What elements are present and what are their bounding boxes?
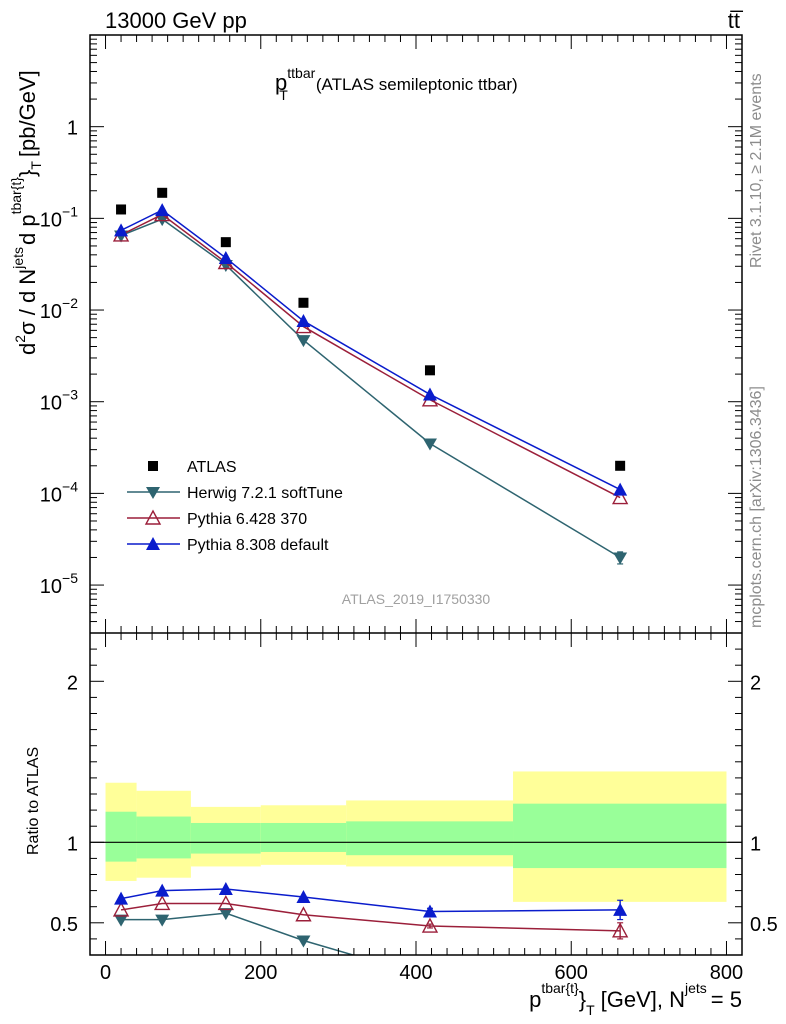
header-energy: 13000 GeV pp <box>105 8 247 33</box>
y-tick-label: 10−3 <box>40 387 78 415</box>
main-series-atlas <box>116 187 626 471</box>
main-point <box>611 489 629 505</box>
main-point <box>422 387 437 401</box>
rivet-version-label: Rivet 3.1.10, ≥ 2.1M events <box>748 73 765 268</box>
main-line <box>120 218 621 559</box>
ratio-point <box>295 906 312 922</box>
ratio-ylabel: Ratio to ATLAS <box>25 747 42 855</box>
ratio-point <box>218 908 233 921</box>
band-green-3 <box>260 822 347 852</box>
main-series-pythia-8-308-default <box>114 203 628 496</box>
ratio-point <box>422 904 437 918</box>
x-tick-label: 800 <box>710 962 743 984</box>
ratio-line <box>120 902 621 932</box>
x-tick-label: 600 <box>555 962 588 984</box>
ratio-point <box>114 891 129 905</box>
legend-label: Pythia 8.308 default <box>187 537 329 554</box>
main-point <box>613 482 628 496</box>
ratio-series-pythia-6-428-370 <box>112 895 629 940</box>
y-tick-label: 1 <box>67 118 78 140</box>
main-ylabel: d2σ / d Njetsd ptbar{t}}T[pb/GeV] <box>8 70 44 355</box>
ratio-point <box>296 890 311 904</box>
ratio-point <box>611 922 629 938</box>
ratio-point <box>218 881 233 895</box>
legend-marker <box>146 537 160 550</box>
y-tick-label: 10−2 <box>40 295 78 323</box>
main-line <box>120 213 621 499</box>
main-line <box>120 209 621 491</box>
band-green-1 <box>136 816 191 859</box>
y-tick-label: 10−5 <box>40 570 78 598</box>
y-tick-label: 10−4 <box>40 478 78 506</box>
ratio-y-tick-label-left: 2 <box>67 672 78 694</box>
ratio-point <box>114 914 129 927</box>
y-tick-label: 10−1 <box>40 203 78 231</box>
legend-marker <box>148 461 158 471</box>
data-series <box>112 187 629 955</box>
legend: ATLAS Herwig 7.2.1 softTune Pythia 6.428 3… <box>127 459 343 554</box>
analysis-id: ATLAS_2019_I1750330 <box>342 591 491 607</box>
x-axis-label: ptbar{t}}T [GeV], Njets = 5 <box>529 980 742 1018</box>
main-point <box>218 250 233 264</box>
main-point <box>220 237 231 248</box>
legend-marker <box>146 487 160 499</box>
x-tick-label: 400 <box>399 962 432 984</box>
ratio-point <box>112 901 130 917</box>
band-green-0 <box>105 811 137 862</box>
ratio-series-herwig-7-2-1-softtune <box>114 908 356 955</box>
ratio-point <box>296 935 311 948</box>
band-green-2 <box>190 822 261 854</box>
ratio-line <box>120 888 621 913</box>
ratio-line <box>121 912 356 955</box>
ratio-point <box>421 917 439 933</box>
header-process: tt̅ <box>728 8 744 33</box>
main-point <box>157 187 168 198</box>
band-green-5 <box>513 803 727 869</box>
axes: 0 200 400 600 800 1 10−1 10−2 10−3 10−4 10−5 0.5 0.5… <box>40 34 778 984</box>
main-point <box>155 203 170 217</box>
main-point <box>116 204 127 215</box>
ratio-y-tick-label-right: 2 <box>750 672 761 694</box>
ratio-y-tick-label-left: 0.5 <box>50 914 78 936</box>
ratio-point <box>217 895 235 911</box>
legend-label: Herwig 7.2.1 softTune <box>187 485 343 502</box>
ratio-point <box>155 883 170 897</box>
main-point <box>422 438 437 451</box>
ratio-y-tick-label-left: 1 <box>67 833 78 855</box>
main-point <box>615 460 626 471</box>
ratio-y-tick-label-right: 0.5 <box>750 914 778 936</box>
legend-label: ATLAS <box>187 459 237 476</box>
ratio-y-tick-label-right: 1 <box>750 833 761 855</box>
main-plot-title: pttbar T(ATLAS semileptonic ttbar) <box>275 65 518 103</box>
legend-marker <box>144 509 162 525</box>
legend-label: Pythia 6.428 370 <box>187 511 307 528</box>
ratio-series-pythia-8-308-default <box>114 881 628 921</box>
ratio-point <box>155 914 170 927</box>
ratio-point <box>613 902 628 916</box>
x-tick-label: 0 <box>100 962 111 984</box>
main-point <box>114 223 129 237</box>
x-tick-label: 200 <box>244 962 277 984</box>
main-point <box>613 552 628 565</box>
ratio-point <box>154 895 171 911</box>
uncertainty-bands <box>105 771 727 902</box>
main-point <box>424 365 435 376</box>
main-point <box>296 313 311 327</box>
main-point <box>296 335 311 348</box>
mcplots-label: mcplots.cern.ch [arXiv:1306.3436] <box>748 386 765 628</box>
main-point <box>298 297 309 308</box>
band-green-4 <box>346 821 514 856</box>
